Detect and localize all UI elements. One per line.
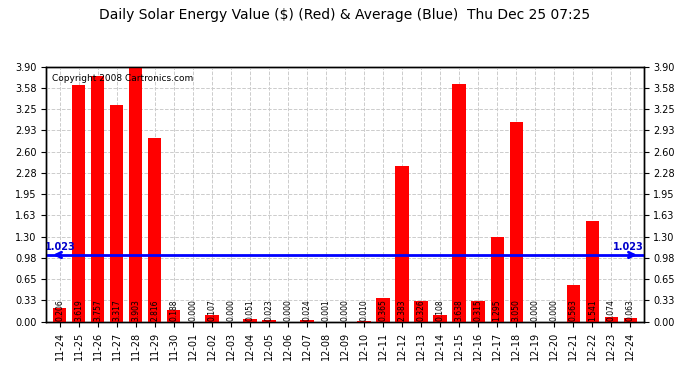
Text: 0.206: 0.206 [55,299,64,321]
Bar [491,237,504,322]
Text: Daily Solar Energy Value ($) (Red) & Average (Blue)  Thu Dec 25 07:25: Daily Solar Energy Value ($) (Red) & Ave… [99,8,591,21]
Text: 3.903: 3.903 [131,299,140,321]
Bar [129,66,142,322]
Text: 3.050: 3.050 [512,299,521,321]
Text: 0.326: 0.326 [417,299,426,321]
Bar [433,315,446,322]
Text: 2.816: 2.816 [150,299,159,321]
Text: 0.023: 0.023 [264,299,273,321]
Text: 0.000: 0.000 [226,299,235,321]
Text: 1.541: 1.541 [588,299,597,321]
Text: 0.108: 0.108 [435,299,444,321]
Text: 1.295: 1.295 [493,299,502,321]
Text: 0.074: 0.074 [607,299,615,321]
Bar [604,317,618,322]
Bar [586,221,599,322]
Bar [624,318,637,322]
Text: 3.619: 3.619 [75,299,83,321]
Bar [357,321,371,322]
Text: 0.365: 0.365 [379,299,388,321]
Bar [72,85,86,322]
Text: 0.000: 0.000 [550,299,559,321]
Bar [167,310,181,322]
Text: 3.317: 3.317 [112,299,121,321]
Text: 0.051: 0.051 [246,299,255,321]
Text: 0.010: 0.010 [359,299,368,321]
Text: 3.638: 3.638 [455,299,464,321]
Text: 0.563: 0.563 [569,299,578,321]
Bar [262,320,275,322]
Text: 0.000: 0.000 [188,299,197,321]
Bar [244,319,257,322]
Text: 0.000: 0.000 [340,299,350,321]
Bar [148,138,161,322]
Bar [509,122,523,322]
Bar [453,84,466,322]
Bar [566,285,580,322]
Text: 1.023: 1.023 [613,242,644,252]
Bar [415,301,428,322]
Text: 0.000: 0.000 [531,299,540,321]
Text: 0.001: 0.001 [322,299,331,321]
Bar [205,315,219,322]
Bar [395,166,408,322]
Text: Copyright 2008 Cartronics.com: Copyright 2008 Cartronics.com [52,74,194,83]
Bar [91,76,104,322]
Text: 0.063: 0.063 [626,299,635,321]
Text: 0.107: 0.107 [207,299,217,321]
Text: 0.024: 0.024 [302,299,311,321]
Bar [53,308,66,322]
Bar [300,320,314,322]
Text: 0.315: 0.315 [473,299,483,321]
Text: 2.383: 2.383 [397,299,406,321]
Bar [471,301,485,322]
Bar [110,105,124,322]
Text: 0.000: 0.000 [284,299,293,321]
Text: 1.023: 1.023 [44,242,75,252]
Bar [376,298,390,322]
Text: 3.757: 3.757 [93,299,102,321]
Text: 0.188: 0.188 [169,299,178,321]
